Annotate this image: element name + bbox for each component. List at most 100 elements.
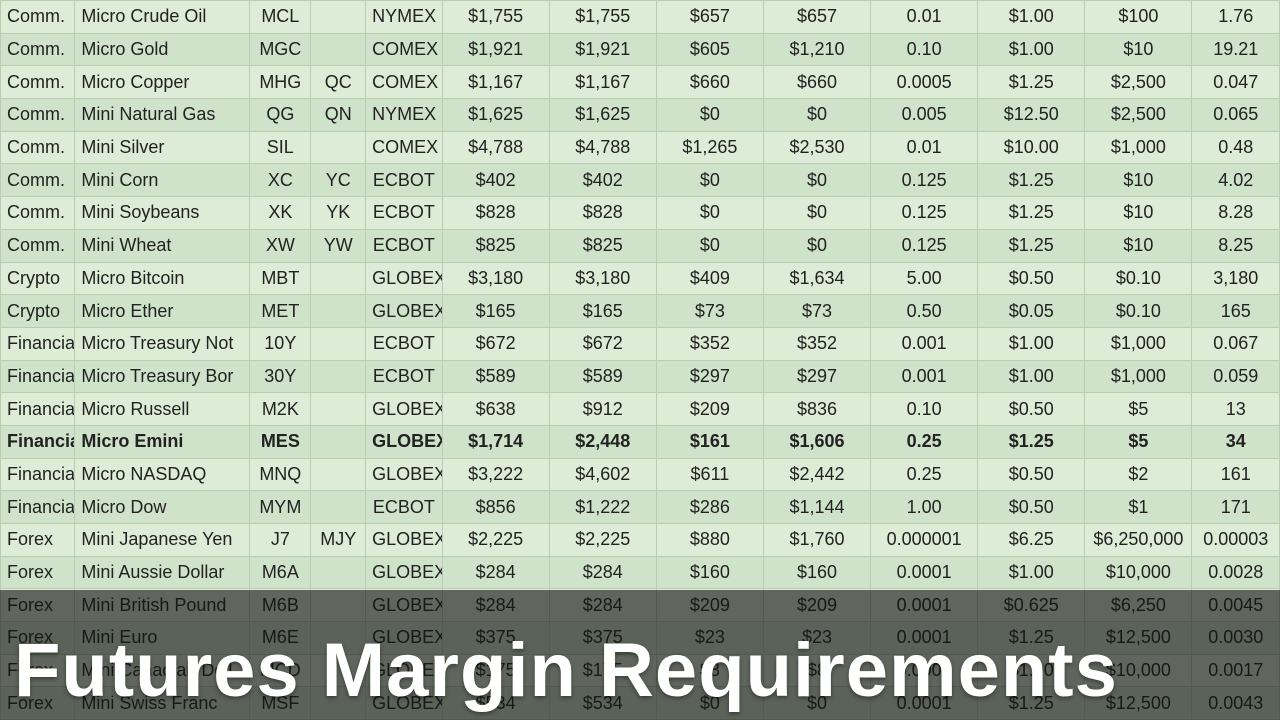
- cell-c9: 0.10: [871, 393, 978, 426]
- cell-name: Mini Aussie Dollar: [75, 556, 250, 589]
- cell-c12: 165: [1192, 295, 1280, 328]
- cell-alt: [311, 360, 366, 393]
- cell-c8: $0: [763, 99, 870, 132]
- cell-cat: Financial: [1, 458, 75, 491]
- cell-c9: 0.25: [871, 458, 978, 491]
- cell-c10: $1.00: [978, 327, 1085, 360]
- cell-c9: 0.01: [871, 1, 978, 34]
- cell-sym: MNQ: [250, 458, 311, 491]
- cell-c11: $2: [1085, 458, 1192, 491]
- cell-sym: MET: [250, 295, 311, 328]
- cell-c9: 0.125: [871, 164, 978, 197]
- cell-c12: 0.059: [1192, 360, 1280, 393]
- cell-c9: 0.0005: [871, 66, 978, 99]
- cell-exch: ECBOT: [366, 197, 443, 230]
- cell-name: Micro Dow: [75, 491, 250, 524]
- cell-c8: $0: [763, 197, 870, 230]
- cell-alt: [311, 458, 366, 491]
- cell-exch: COMEX: [366, 33, 443, 66]
- cell-c7: $657: [656, 1, 763, 34]
- table-row: Comm.Micro Crude OilMCLNYMEX$1,755$1,755…: [1, 1, 1280, 34]
- cell-c10: $1.00: [978, 33, 1085, 66]
- cell-c11: $10: [1085, 229, 1192, 262]
- cell-c11: $5: [1085, 393, 1192, 426]
- cell-sym: SIL: [250, 131, 311, 164]
- cell-c7: $0: [656, 197, 763, 230]
- cell-alt: [311, 33, 366, 66]
- cell-c8: $1,210: [763, 33, 870, 66]
- cell-c11: $10: [1085, 197, 1192, 230]
- table-row: Comm.Mini CornXCYCECBOT$402$402$0$00.125…: [1, 164, 1280, 197]
- cell-cat: Comm.: [1, 164, 75, 197]
- cell-c6: $1,625: [549, 99, 656, 132]
- cell-c11: $1: [1085, 491, 1192, 524]
- cell-name: Micro NASDAQ: [75, 458, 250, 491]
- title-overlay: Futures Margin Requirements: [0, 590, 1280, 720]
- cell-c5: $638: [442, 393, 549, 426]
- cell-c11: $0.10: [1085, 295, 1192, 328]
- cell-c6: $2,225: [549, 524, 656, 557]
- cell-c11: $10: [1085, 164, 1192, 197]
- cell-name: Mini Natural Gas: [75, 99, 250, 132]
- cell-c8: $1,606: [763, 425, 870, 458]
- cell-c8: $2,530: [763, 131, 870, 164]
- cell-cat: Comm.: [1, 229, 75, 262]
- cell-c8: $0: [763, 164, 870, 197]
- cell-name: Micro Ether: [75, 295, 250, 328]
- table-row: ForexMini Japanese YenJ7MJYGLOBEX$2,225$…: [1, 524, 1280, 557]
- cell-c10: $1.25: [978, 197, 1085, 230]
- cell-name: Micro Gold: [75, 33, 250, 66]
- cell-sym: XW: [250, 229, 311, 262]
- table-row: ForexMini Aussie DollarM6AGLOBEX$284$284…: [1, 556, 1280, 589]
- cell-c11: $10: [1085, 33, 1192, 66]
- cell-c10: $10.00: [978, 131, 1085, 164]
- cell-cat: Comm.: [1, 66, 75, 99]
- cell-c11: $2,500: [1085, 66, 1192, 99]
- table-row: CryptoMicro EtherMETGLOBEX$165$165$73$73…: [1, 295, 1280, 328]
- cell-c6: $825: [549, 229, 656, 262]
- table-row: FinancialMicro DowMYMECBOT$856$1,222$286…: [1, 491, 1280, 524]
- cell-c10: $1.25: [978, 229, 1085, 262]
- cell-exch: ECBOT: [366, 327, 443, 360]
- cell-c9: 0.000001: [871, 524, 978, 557]
- title-overlay-text: Futures Margin Requirements: [14, 627, 1118, 714]
- cell-alt: QN: [311, 99, 366, 132]
- cell-c12: 0.0028: [1192, 556, 1280, 589]
- cell-c12: 8.28: [1192, 197, 1280, 230]
- cell-c12: 161: [1192, 458, 1280, 491]
- cell-alt: MJY: [311, 524, 366, 557]
- cell-alt: [311, 393, 366, 426]
- cell-c6: $402: [549, 164, 656, 197]
- cell-c5: $3,180: [442, 262, 549, 295]
- cell-name: Mini Corn: [75, 164, 250, 197]
- cell-c6: $4,602: [549, 458, 656, 491]
- table-row: Comm.Mini Natural GasQGQNNYMEX$1,625$1,6…: [1, 99, 1280, 132]
- cell-c9: 0.001: [871, 327, 978, 360]
- cell-sym: MBT: [250, 262, 311, 295]
- cell-c5: $284: [442, 556, 549, 589]
- cell-c5: $3,222: [442, 458, 549, 491]
- cell-c10: $0.50: [978, 393, 1085, 426]
- cell-c12: 0.067: [1192, 327, 1280, 360]
- cell-name: Micro Copper: [75, 66, 250, 99]
- cell-c10: $1.00: [978, 360, 1085, 393]
- cell-c8: $1,144: [763, 491, 870, 524]
- cell-sym: 10Y: [250, 327, 311, 360]
- cell-cat: Financial: [1, 327, 75, 360]
- cell-c12: 3,180: [1192, 262, 1280, 295]
- cell-c5: $1,921: [442, 33, 549, 66]
- cell-c6: $1,222: [549, 491, 656, 524]
- cell-sym: MGC: [250, 33, 311, 66]
- cell-c8: $657: [763, 1, 870, 34]
- cell-c10: $0.50: [978, 491, 1085, 524]
- table-row: FinancialMicro EminiMESGLOBEX$1,714$2,44…: [1, 425, 1280, 458]
- cell-c10: $0.05: [978, 295, 1085, 328]
- cell-c6: $1,167: [549, 66, 656, 99]
- cell-cat: Forex: [1, 524, 75, 557]
- cell-c5: $589: [442, 360, 549, 393]
- cell-name: Mini Silver: [75, 131, 250, 164]
- cell-c11: $1,000: [1085, 327, 1192, 360]
- cell-c9: 0.005: [871, 99, 978, 132]
- cell-sym: M6A: [250, 556, 311, 589]
- cell-cat: Financial: [1, 425, 75, 458]
